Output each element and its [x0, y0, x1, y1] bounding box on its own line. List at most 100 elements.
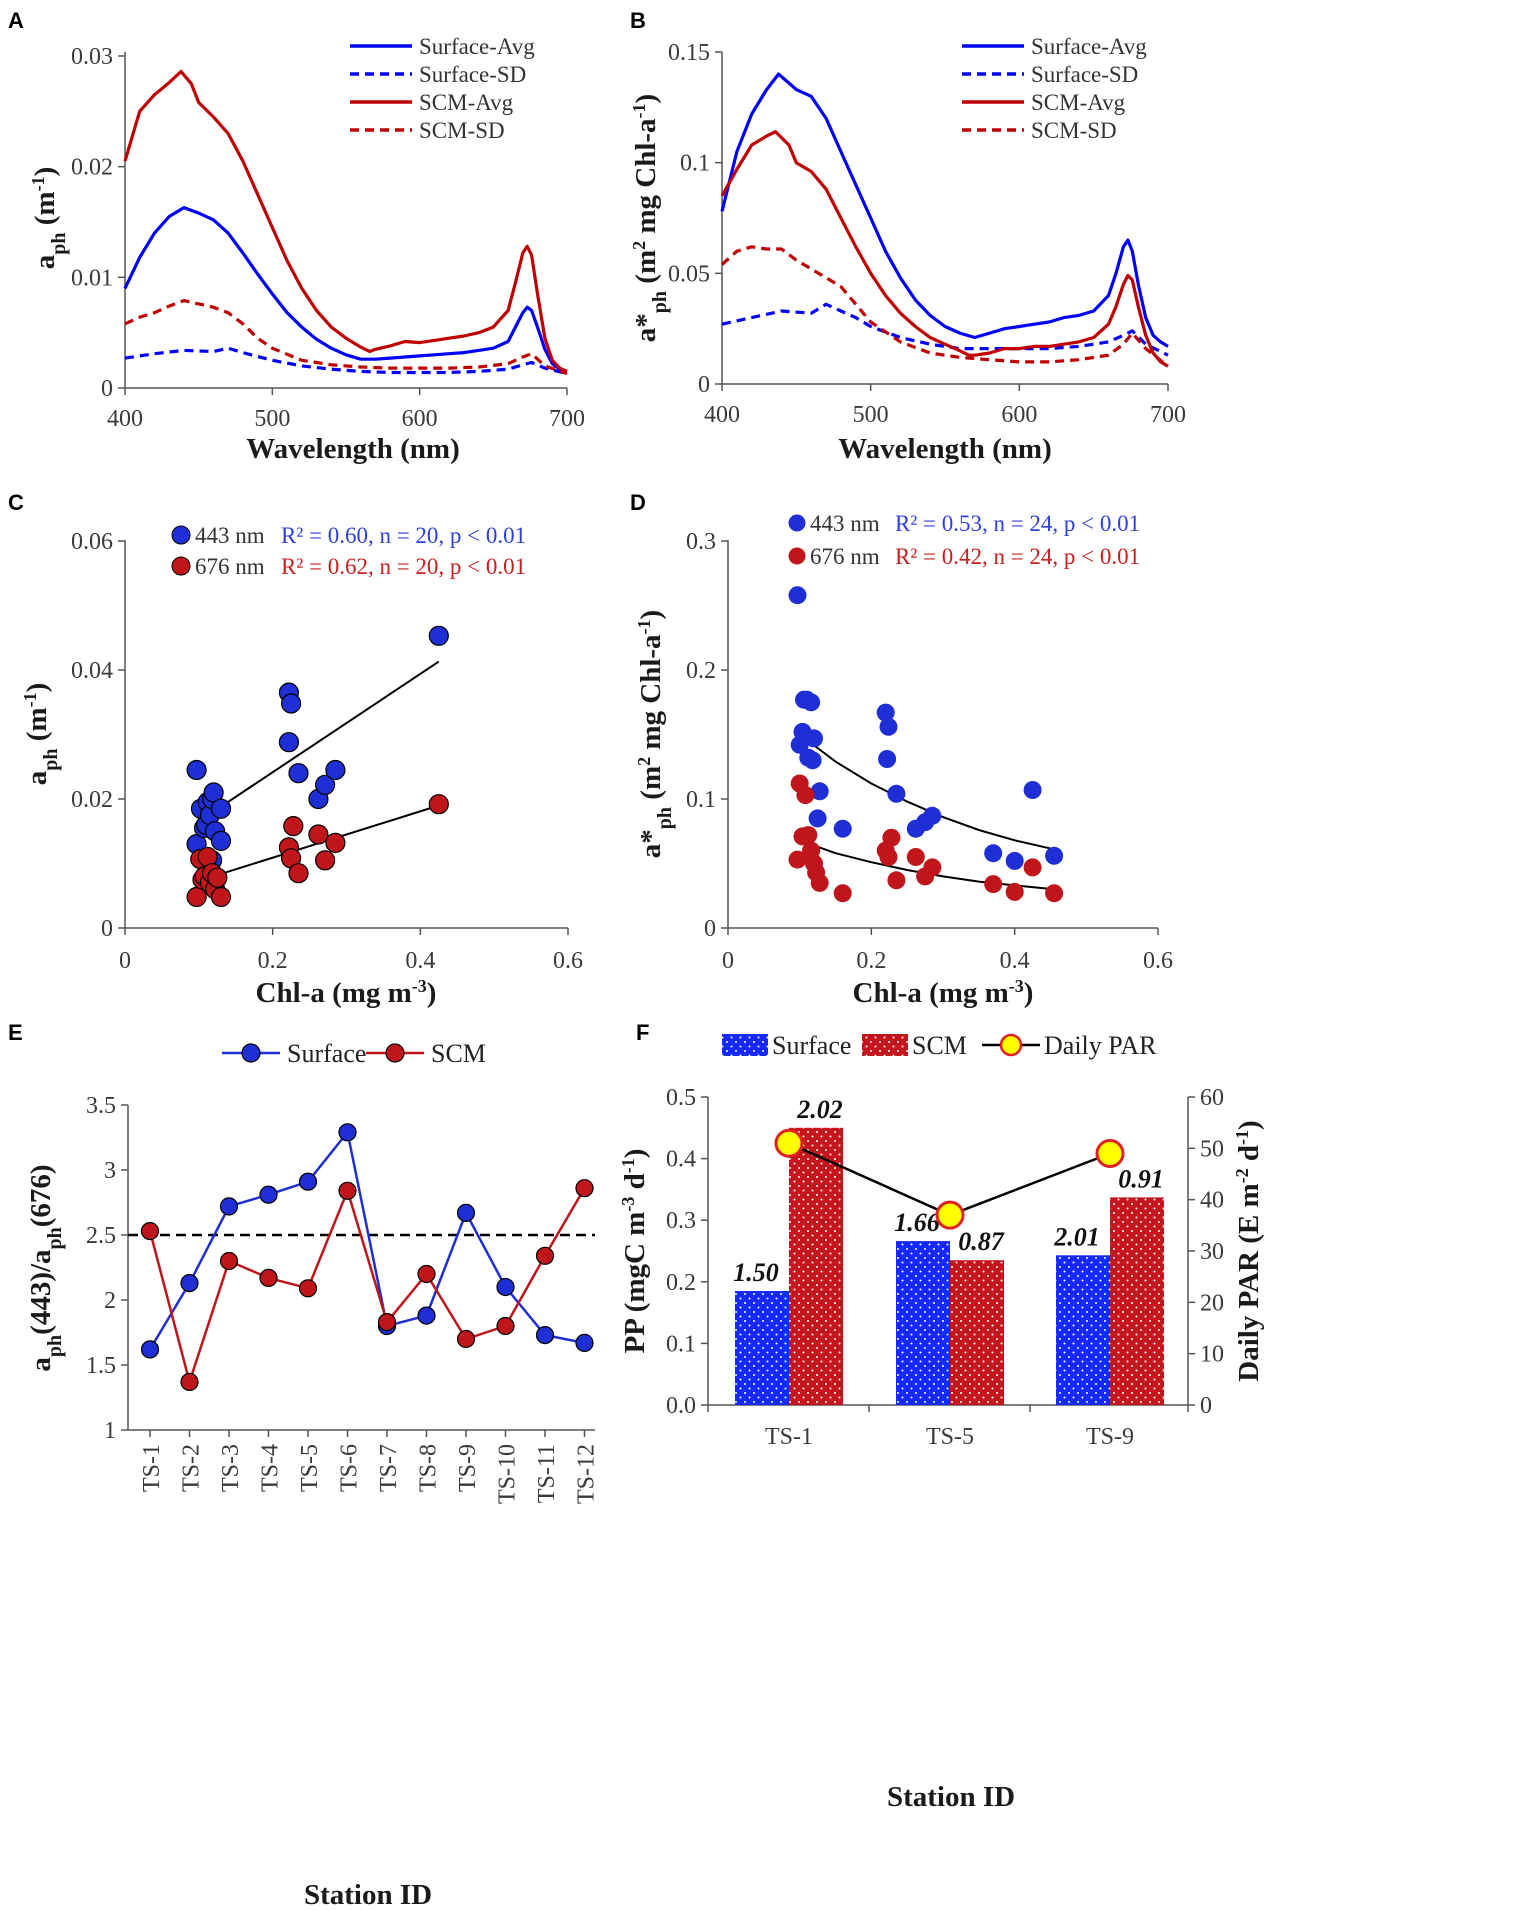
y-tick-label: 0.02	[71, 155, 113, 181]
scatter-point-443	[805, 729, 823, 748]
x-tick-label: 0	[119, 948, 131, 974]
bar-value-label: 0.87	[958, 1227, 1005, 1256]
x-tick-label: TS-9	[455, 1444, 481, 1492]
panel-d-x-ticks: 0 0.2 0.4 0.6	[722, 928, 1173, 974]
panel-label-e: E	[8, 1020, 23, 1045]
panel-d-legend: 443 nm R² = 0.53, n = 24, p < 0.01 676 n…	[788, 511, 1140, 569]
panel-c-y-ticks: 0 0.02 0.04 0.06	[71, 529, 125, 942]
series-line-surface-avg	[123, 206, 568, 373]
panel-f-x-ticks: TS-1 TS-5 TS-9	[707, 1405, 1189, 1450]
y-tick-label: 40	[1200, 1188, 1224, 1214]
panel-c-series	[186, 625, 449, 908]
panel-f-y-ticks: 0.0 0.1 0.2 0.3 0.4 0.5	[666, 1085, 708, 1419]
series-line-scm-avg	[123, 69, 568, 373]
y-tick-label: 0	[101, 376, 113, 402]
panel-d-series	[788, 586, 1064, 903]
scatter-point-676	[1005, 882, 1024, 901]
panel-f: F Surface SCM Daily PAR 0.00.10.20.30.40…	[618, 1020, 1265, 1813]
fit-line-443	[799, 733, 1055, 851]
panel-f-y-ticks-right: 0 10 20 30 40 50 60	[1188, 1085, 1224, 1419]
panel-a: A 0 0.01 0.02 0.03 400 500 600 700 Surface-Avg…	[8, 8, 585, 465]
series-point-scm	[575, 1179, 594, 1198]
scatter-point-443	[923, 806, 942, 825]
panel-e-y-ticks: 1 1.5 2 2.5 3 3.5	[86, 1093, 128, 1444]
x-tick-label: 0	[722, 948, 734, 974]
scatter-point-443	[984, 844, 1003, 863]
x-tick-label: TS-7	[376, 1444, 402, 1492]
legend-marker-surface	[241, 1043, 261, 1063]
legend-label-surface-avg: Surface-Avg	[1031, 34, 1147, 59]
scatter-point-443	[1045, 846, 1064, 865]
y-tick-label: 0	[698, 372, 710, 398]
series-line-surface-sd	[124, 346, 568, 376]
legend-marker-par	[999, 1033, 1023, 1057]
y-tick-label: 30	[1200, 1239, 1224, 1265]
panel-d-y-ticks: 0 0.1 0.2 0.3	[686, 529, 728, 942]
scatter-point-676	[210, 886, 232, 908]
x-tick-label: 500	[254, 406, 290, 432]
par-point	[774, 1128, 804, 1158]
y-tick-label: 50	[1200, 1136, 1224, 1162]
scatter-point-676	[1023, 858, 1042, 877]
y-tick-label: 0.2	[666, 1270, 696, 1296]
y-tick-label: 0.0	[666, 1393, 696, 1419]
legend-label-scm: SCM	[912, 1031, 967, 1060]
panel-f-legend: Surface SCM Daily PAR	[722, 1031, 1157, 1060]
y-tick-label: 0.1	[680, 151, 710, 177]
y-tick-label: 0.05	[668, 261, 710, 287]
panel-b-y-ticks: 0 0.05 0.1 0.15	[668, 40, 722, 398]
y-tick-label: 0.1	[686, 787, 716, 813]
legend-label-scm-avg: SCM-Avg	[1031, 90, 1126, 115]
scatter-point-676	[906, 848, 925, 866]
panel-f-y-label-right: Daily PAR (E m-2 d-1)	[1232, 1120, 1265, 1381]
legend-label-scm-sd: SCM-SD	[1031, 118, 1117, 143]
x-tick-label: 600	[402, 406, 438, 432]
panel-e-series	[128, 1123, 595, 1392]
panel-e: E Surface SCM 11.522.533.5 TS-1 TS-2 TS-3 T…	[8, 1020, 600, 1911]
y-tick-label: 0.3	[686, 529, 716, 555]
scatter-point-676	[887, 871, 906, 890]
panel-e-x-ticks: TS-1 TS-2 TS-3 TS-4 TS-5 TS-6 TS-7 TS-8 TS-9 TS-1…	[139, 1430, 600, 1504]
bar-value-label: 1.66	[894, 1208, 940, 1237]
y-tick-label: 60	[1200, 1085, 1224, 1111]
x-tick-label: TS-1	[139, 1444, 165, 1492]
y-tick-label: 0.04	[71, 658, 113, 684]
x-tick-label: TS-4	[258, 1444, 284, 1492]
scatter-point-443	[878, 750, 897, 768]
scatter-point-676	[315, 850, 336, 871]
series-point-surface	[575, 1333, 594, 1353]
y-tick-label: 0.3	[666, 1208, 696, 1234]
y-tick-label: 3	[104, 1158, 116, 1184]
legend-marker-scm	[385, 1043, 405, 1063]
panel-label-d: D	[630, 490, 646, 515]
series-point-surface	[298, 1172, 318, 1191]
panel-f-series: 1.50 1.66 2.01 2.02 0.87 0.91	[733, 1095, 1164, 1405]
series-point-surface	[417, 1306, 436, 1325]
y-tick-label: 1	[104, 1418, 116, 1444]
x-tick-label: TS-5	[926, 1424, 974, 1450]
scatter-point-676	[283, 815, 304, 837]
x-tick-label: 700	[549, 406, 585, 432]
scatter-point-676	[833, 884, 852, 903]
scatter-point-443	[210, 830, 232, 852]
scatter-point-676	[879, 848, 898, 866]
y-tick-label: 0.5	[666, 1085, 696, 1111]
legend-marker-676	[788, 547, 806, 565]
scatter-point-443	[810, 782, 829, 801]
y-tick-label: 3.5	[86, 1093, 116, 1119]
scatter-point-443	[803, 751, 822, 770]
series-line-surface-sd	[721, 302, 1169, 357]
scatter-point-443	[808, 809, 827, 828]
stats-443: R² = 0.53, n = 24, p < 0.01	[895, 511, 1140, 536]
panel-d-axes	[727, 540, 1158, 929]
y-tick-label: 2	[104, 1288, 116, 1314]
panel-a-y-label: aph (m-1)	[28, 167, 70, 270]
panel-label-a: A	[8, 8, 24, 33]
stats-443: R² = 0.60, n = 20, p < 0.01	[281, 523, 526, 548]
x-tick-label: TS-3	[218, 1444, 244, 1492]
x-tick-label: 0.4	[1000, 948, 1030, 974]
x-tick-label: TS-10	[495, 1444, 521, 1504]
legend-label-scm-sd: SCM-SD	[419, 118, 505, 143]
y-tick-label: 0.1	[666, 1331, 696, 1357]
